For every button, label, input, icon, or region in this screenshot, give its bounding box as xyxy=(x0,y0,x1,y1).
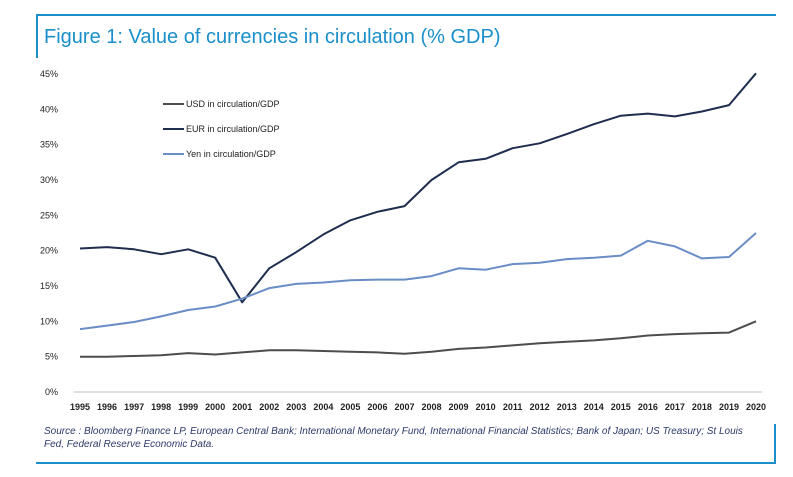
y-tick-label: 45% xyxy=(40,69,58,79)
x-tick-label: 2000 xyxy=(205,402,225,412)
series-line-eur xyxy=(79,72,757,304)
y-tick-label: 25% xyxy=(40,210,58,220)
y-tick-label: 35% xyxy=(40,140,58,150)
y-axis: 0% 5% 10% 15% 20% 25% 30% 35% 40% 45% xyxy=(40,69,58,397)
series-line-yen xyxy=(79,232,757,331)
y-tick-label: 0% xyxy=(45,387,58,397)
source-note: Source : Bloomberg Finance LP, European … xyxy=(44,426,743,450)
x-tick-label: 2020 xyxy=(746,402,766,412)
y-tick-label: 40% xyxy=(40,104,58,114)
x-tick-label: 2004 xyxy=(313,402,333,412)
x-tick-label: 1998 xyxy=(151,402,171,412)
top-border xyxy=(36,14,776,16)
legend: USD in circulation/GDP EUR in circulation… xyxy=(163,99,280,159)
y-tick-label: 10% xyxy=(40,316,58,326)
x-tick-label: 2010 xyxy=(476,402,496,412)
y-tick-label: 30% xyxy=(40,175,58,185)
x-tick-label: 2006 xyxy=(367,402,387,412)
y-tick-label: 15% xyxy=(40,281,58,291)
legend-label-usd: USD in circulation/GDP xyxy=(186,99,280,109)
x-tick-label: 2017 xyxy=(665,402,685,412)
x-tick-label: 2001 xyxy=(232,402,252,412)
x-tick-label: 2005 xyxy=(340,402,360,412)
x-tick-label: 2015 xyxy=(611,402,631,412)
y-tick-label: 20% xyxy=(40,246,58,256)
x-tick-label: 1999 xyxy=(178,402,198,412)
series-line-usd xyxy=(80,320,757,358)
x-tick-label: 1997 xyxy=(124,402,144,412)
x-tick-label: 1995 xyxy=(70,402,90,412)
x-axis: 1995 1996 1997 1998 1999 2000 2001 2002 2003 2004… xyxy=(70,391,766,412)
legend-label-yen: Yen in circulation/GDP xyxy=(186,149,276,159)
bottom-border xyxy=(36,462,776,464)
x-tick-label: 2013 xyxy=(557,402,577,412)
figure-title: Figure 1: Value of currencies in circula… xyxy=(44,26,501,48)
x-tick-label: 2003 xyxy=(286,402,306,412)
x-tick-label: 2009 xyxy=(449,402,469,412)
x-tick-label: 1996 xyxy=(97,402,117,412)
series-layer xyxy=(79,72,757,358)
source-accent-bar xyxy=(774,424,776,464)
title-accent-bar xyxy=(36,14,38,58)
x-tick-label: 2007 xyxy=(394,402,414,412)
x-tick-label: 2016 xyxy=(638,402,658,412)
x-tick-label: 2002 xyxy=(259,402,279,412)
legend-label-eur: EUR in circulation/GDP xyxy=(186,124,280,134)
x-tick-label: 2012 xyxy=(530,402,550,412)
x-tick-label: 2019 xyxy=(719,402,739,412)
x-tick-label: 2008 xyxy=(422,402,442,412)
y-tick-label: 5% xyxy=(45,352,58,362)
x-tick-label: 2014 xyxy=(584,402,604,412)
x-tick-label: 2011 xyxy=(503,402,523,412)
x-tick-label: 2018 xyxy=(692,402,712,412)
